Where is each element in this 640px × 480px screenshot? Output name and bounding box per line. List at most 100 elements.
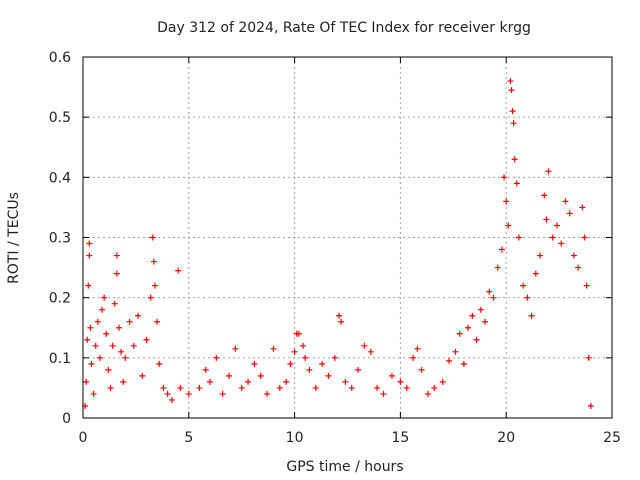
y-axis-label: ROTI / TECUs — [6, 192, 22, 284]
data-point — [325, 372, 332, 379]
data-point — [403, 384, 410, 391]
data-point — [88, 360, 95, 367]
data-point — [503, 198, 510, 205]
data-point — [397, 378, 404, 385]
data-point — [120, 378, 127, 385]
data-point — [469, 312, 476, 319]
data-point — [276, 384, 283, 391]
data-point — [501, 174, 508, 181]
data-point — [287, 360, 294, 367]
y-tick-label: 0.6 — [49, 50, 71, 66]
data-point — [87, 324, 94, 331]
data-point — [107, 384, 114, 391]
data-point — [130, 342, 137, 349]
data-point — [528, 312, 535, 319]
data-point — [505, 222, 512, 229]
y-tick-label: 0 — [62, 411, 71, 427]
data-point — [151, 282, 158, 289]
data-point — [511, 156, 518, 163]
data-point — [86, 252, 93, 259]
data-point — [374, 384, 381, 391]
data-point — [160, 384, 167, 391]
data-point — [507, 78, 514, 85]
data-point — [257, 372, 264, 379]
data-point — [524, 294, 531, 301]
data-point — [575, 264, 582, 271]
data-point — [251, 360, 258, 367]
data-point — [439, 378, 446, 385]
data-point — [473, 336, 480, 343]
data-point — [380, 390, 387, 397]
data-point — [196, 384, 203, 391]
x-tick-label: 5 — [184, 430, 193, 446]
data-point — [113, 252, 120, 259]
data-point — [414, 345, 421, 352]
data-point — [456, 330, 463, 337]
data-point — [90, 390, 97, 397]
data-point — [122, 354, 129, 361]
data-point — [558, 240, 565, 247]
data-point — [338, 318, 345, 325]
data-point — [101, 294, 108, 301]
data-point — [410, 354, 417, 361]
data-point — [355, 366, 362, 373]
data-point — [295, 330, 302, 337]
data-point — [94, 318, 101, 325]
grid-lines — [83, 57, 612, 418]
data-point — [460, 360, 467, 367]
data-point — [549, 234, 556, 241]
data-point — [581, 234, 588, 241]
data-point — [515, 234, 522, 241]
data-point — [135, 312, 142, 319]
data-point — [115, 324, 122, 331]
data-point — [541, 192, 548, 199]
data-point — [482, 318, 489, 325]
data-point — [570, 252, 577, 259]
data-point — [465, 324, 472, 331]
data-point — [105, 366, 112, 373]
data-point — [202, 366, 209, 373]
data-point — [245, 378, 252, 385]
data-point — [92, 342, 99, 349]
axis-ticks: 0 5 10 15 20 25 0 0.1 0.2 0.3 0.4 0.5 0.6 — [49, 50, 621, 446]
data-point — [154, 318, 161, 325]
x-tick-label: 15 — [391, 430, 409, 446]
data-point — [175, 267, 182, 274]
data-point — [84, 336, 91, 343]
data-point — [431, 384, 438, 391]
data-point — [494, 264, 501, 271]
data-point — [579, 204, 586, 211]
data-point — [537, 252, 544, 259]
x-tick-label: 20 — [497, 430, 515, 446]
data-point — [143, 336, 150, 343]
data-point — [147, 294, 154, 301]
data-point — [226, 372, 233, 379]
data-point — [509, 108, 516, 115]
data-point — [86, 240, 93, 247]
data-point — [566, 210, 573, 217]
data-point — [545, 168, 552, 175]
data-point — [300, 342, 307, 349]
data-point — [562, 198, 569, 205]
y-tick-label: 0.3 — [49, 231, 71, 247]
data-point — [543, 216, 550, 223]
x-tick-label: 10 — [286, 430, 304, 446]
data-point — [583, 282, 590, 289]
data-point — [336, 312, 343, 319]
data-point — [168, 396, 175, 403]
data-point — [139, 372, 146, 379]
data-point — [532, 270, 539, 277]
data-point — [232, 345, 239, 352]
data-point — [126, 318, 133, 325]
data-point — [486, 288, 493, 295]
data-point — [264, 390, 271, 397]
x-axis-label: GPS time / hours — [286, 459, 403, 475]
data-point — [452, 348, 459, 355]
data-point — [109, 342, 116, 349]
data-point — [306, 366, 313, 373]
data-point — [219, 390, 226, 397]
data-point — [85, 282, 92, 289]
data-point — [156, 360, 163, 367]
y-tick-label: 0.5 — [49, 110, 71, 126]
